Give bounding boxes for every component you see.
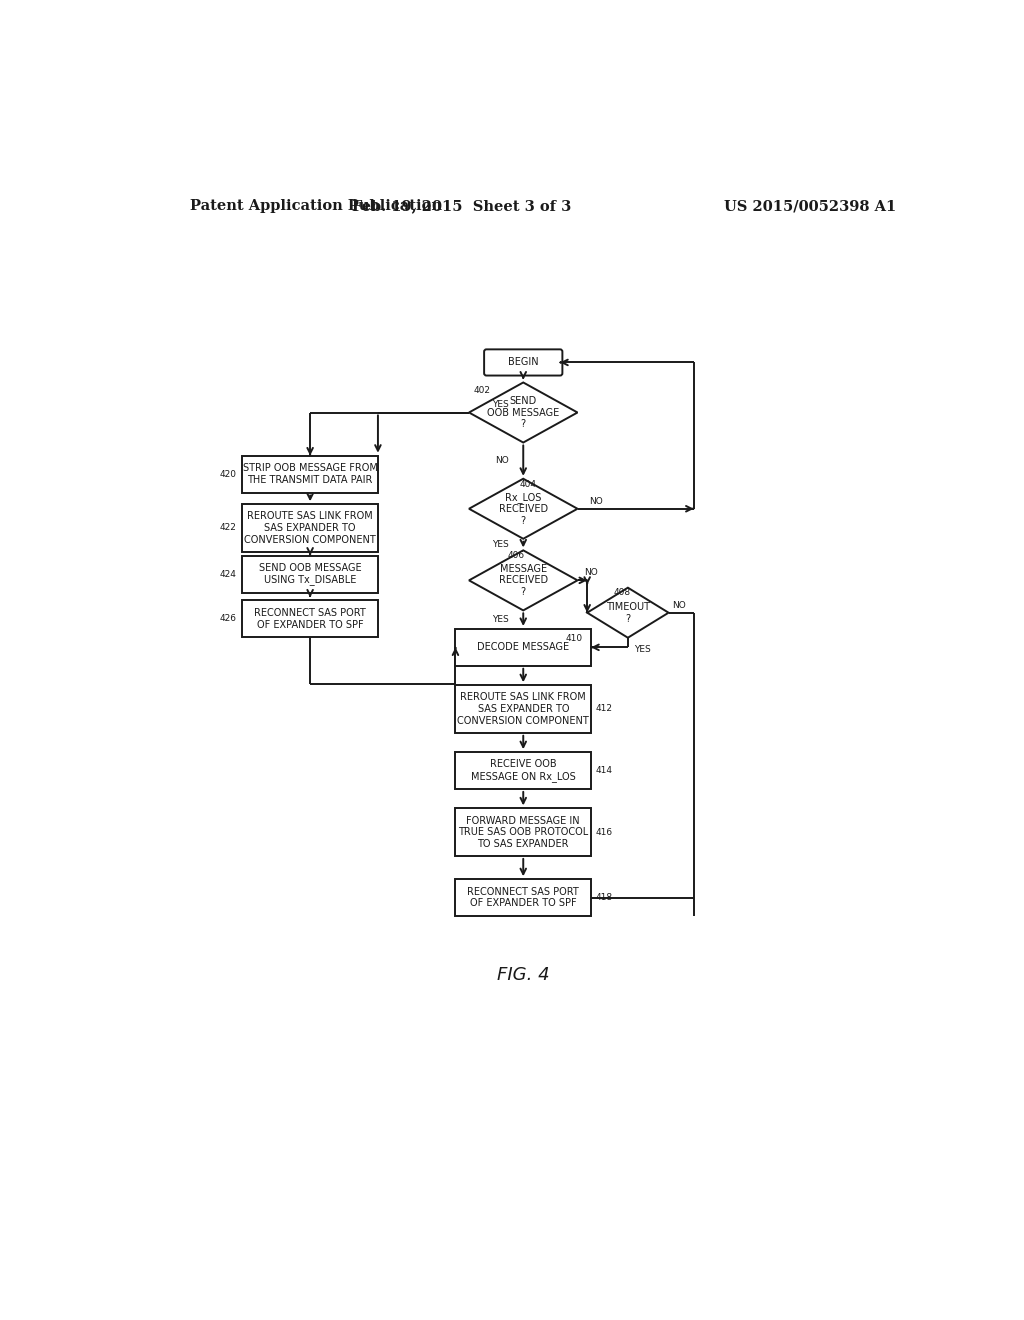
Text: 402: 402 <box>474 387 490 396</box>
Text: Feb. 19, 2015  Sheet 3 of 3: Feb. 19, 2015 Sheet 3 of 3 <box>351 199 570 213</box>
Text: FIG. 4: FIG. 4 <box>497 966 550 983</box>
Text: 404: 404 <box>519 479 537 488</box>
Text: NO: NO <box>673 601 686 610</box>
Polygon shape <box>587 587 669 638</box>
Bar <box>243 455 378 492</box>
Text: DECODE MESSAGE: DECODE MESSAGE <box>477 643 569 652</box>
Text: STRIP OOB MESSAGE FROM
THE TRANSMIT DATA PAIR: STRIP OOB MESSAGE FROM THE TRANSMIT DATA… <box>243 463 378 484</box>
Bar <box>456 628 591 665</box>
Text: Patent Application Publication: Patent Application Publication <box>190 199 442 213</box>
Bar <box>243 601 378 638</box>
Bar <box>456 808 591 857</box>
Text: NO: NO <box>496 457 509 465</box>
Text: SEND OOB MESSAGE
USING Tx_DISABLE: SEND OOB MESSAGE USING Tx_DISABLE <box>259 562 361 586</box>
Text: 420: 420 <box>219 470 237 479</box>
Text: RECEIVE OOB
MESSAGE ON Rx_LOS: RECEIVE OOB MESSAGE ON Rx_LOS <box>471 759 575 781</box>
Text: RECONNECT SAS PORT
OF EXPANDER TO SPF: RECONNECT SAS PORT OF EXPANDER TO SPF <box>467 887 580 908</box>
Text: US 2015/0052398 A1: US 2015/0052398 A1 <box>724 199 896 213</box>
Text: 426: 426 <box>219 614 237 623</box>
Bar <box>243 504 378 552</box>
Text: YES: YES <box>493 540 509 549</box>
Text: RECONNECT SAS PORT
OF EXPANDER TO SPF: RECONNECT SAS PORT OF EXPANDER TO SPF <box>254 609 366 630</box>
Text: TIMEOUT
?: TIMEOUT ? <box>606 602 650 623</box>
Text: NO: NO <box>584 568 597 577</box>
Text: SEND
OOB MESSAGE
?: SEND OOB MESSAGE ? <box>487 396 559 429</box>
Text: 418: 418 <box>595 894 612 902</box>
Text: REROUTE SAS LINK FROM
SAS EXPANDER TO
CONVERSION COMPONENT: REROUTE SAS LINK FROM SAS EXPANDER TO CO… <box>458 693 589 726</box>
Polygon shape <box>469 479 578 539</box>
Text: 414: 414 <box>595 766 612 775</box>
Text: 408: 408 <box>614 589 631 597</box>
Bar <box>456 685 591 733</box>
FancyBboxPatch shape <box>484 350 562 376</box>
Polygon shape <box>469 550 578 610</box>
Text: 422: 422 <box>219 524 237 532</box>
Text: MESSAGE
RECEIVED
?: MESSAGE RECEIVED ? <box>499 564 548 597</box>
Bar <box>456 752 591 789</box>
Text: 424: 424 <box>219 570 237 578</box>
Text: FORWARD MESSAGE IN
TRUE SAS OOB PROTOCOL
TO SAS EXPANDER: FORWARD MESSAGE IN TRUE SAS OOB PROTOCOL… <box>458 816 589 849</box>
Text: YES: YES <box>634 644 651 653</box>
Polygon shape <box>469 383 578 442</box>
Text: 406: 406 <box>508 552 525 560</box>
Text: NO: NO <box>589 496 603 506</box>
Text: 412: 412 <box>595 705 612 713</box>
Bar <box>243 556 378 593</box>
Bar <box>456 879 591 916</box>
Text: YES: YES <box>493 400 509 409</box>
Text: BEGIN: BEGIN <box>508 358 539 367</box>
Text: YES: YES <box>493 615 509 624</box>
Text: 410: 410 <box>566 634 583 643</box>
Text: 416: 416 <box>595 828 612 837</box>
Text: Rx_LOS
RECEIVED
?: Rx_LOS RECEIVED ? <box>499 491 548 525</box>
Text: REROUTE SAS LINK FROM
SAS EXPANDER TO
CONVERSION COMPONENT: REROUTE SAS LINK FROM SAS EXPANDER TO CO… <box>245 511 376 545</box>
